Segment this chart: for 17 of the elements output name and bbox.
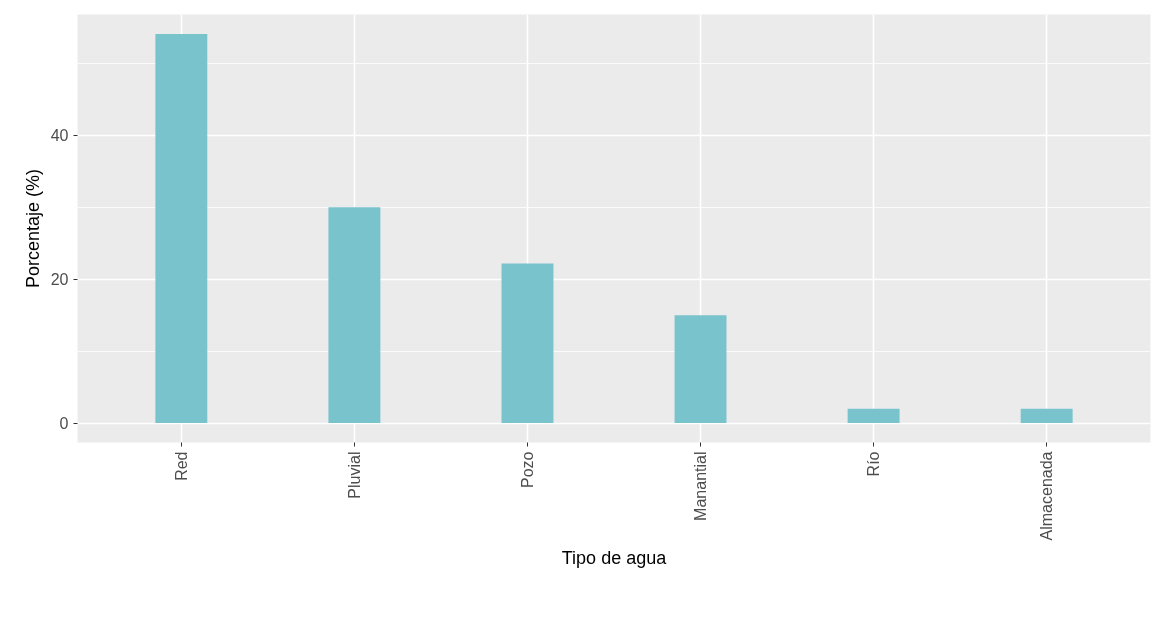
bar xyxy=(674,315,727,424)
bar xyxy=(847,408,900,424)
x-tick-label: Almacenada xyxy=(1038,451,1056,541)
y-tick-label: 20 xyxy=(50,271,69,289)
x-tick-label: Pozo xyxy=(518,451,536,488)
bar xyxy=(1020,408,1073,424)
x-tick-label: Red xyxy=(172,451,190,481)
x-tick-label: Pluvial xyxy=(345,451,363,499)
x-tick-label: Río xyxy=(865,451,883,477)
bar xyxy=(501,263,554,424)
x-tick-label: Manantial xyxy=(692,451,710,521)
bar xyxy=(328,207,381,424)
y-tick-label: 0 xyxy=(59,415,69,433)
y-axis-title: Porcentaje (%) xyxy=(22,168,43,289)
bar xyxy=(155,33,208,424)
x-axis-title: Tipo de agua xyxy=(561,548,668,569)
y-tick-label: 40 xyxy=(50,127,69,145)
